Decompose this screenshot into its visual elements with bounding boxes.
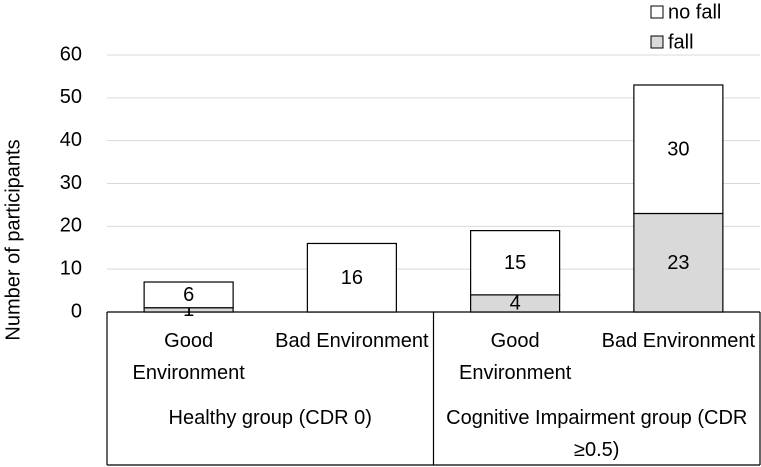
bar-segment [306, 242, 397, 313]
value-label: 16 [341, 267, 363, 289]
y-tick-label: 30 [60, 172, 82, 194]
legend-swatch [650, 35, 664, 49]
legend-label: no fall [668, 1, 721, 23]
y-tick-label: 40 [60, 129, 82, 151]
bar-segment [633, 84, 724, 215]
group-label: Healthy group (CDR 0) [168, 407, 372, 429]
value-label: 1 [183, 299, 194, 321]
bar-segment [470, 230, 561, 296]
value-label: 6 [183, 284, 194, 306]
y-tick-label: 50 [60, 86, 82, 108]
y-tick-label: 20 [60, 215, 82, 237]
group-label: Cognitive Impairment group (CDR ≥0.5) [446, 407, 748, 461]
bar-segment [143, 281, 234, 309]
legend-swatch [650, 5, 664, 19]
value-label: 15 [504, 252, 526, 274]
y-tick-label: 10 [60, 257, 82, 279]
y-tick-label: 60 [60, 43, 82, 65]
x-tick-label: Good Environment [458, 330, 572, 384]
value-label: 23 [667, 252, 689, 274]
legend-label: fall [668, 31, 694, 53]
x-tick-label: Bad Environment [275, 330, 429, 352]
y-axis-label: Number of participants [2, 139, 24, 340]
value-label: 4 [510, 293, 521, 315]
bar-segment [633, 212, 724, 313]
x-tick-label: Bad Environment [601, 330, 756, 352]
value-label: 30 [667, 139, 689, 161]
y-tick-label: 0 [71, 300, 82, 322]
x-tick-label: Good Environment [132, 330, 245, 384]
